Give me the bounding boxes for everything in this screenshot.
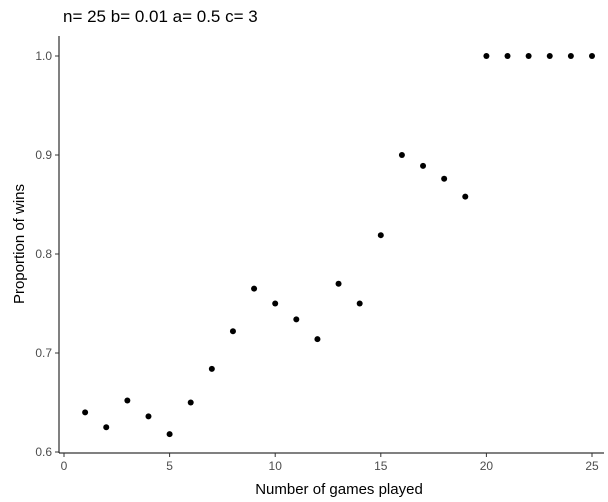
chart-title: n= 25 b= 0.01 a= 0.5 c= 3 [63,7,258,26]
data-point [251,285,258,292]
data-point [272,300,279,307]
data-points [82,53,595,438]
data-point [145,413,152,420]
x-axis-ticks: 0 5 10 15 20 25 [61,453,599,473]
data-point [567,53,574,59]
data-point [504,53,511,59]
y-tick-label: 0.6 [35,445,52,459]
data-point [166,431,173,438]
data-point [483,53,490,59]
y-axis-ticks: 0.6 0.7 0.8 0.9 1.0 [35,49,59,459]
data-point [589,53,595,59]
data-point [208,365,215,372]
data-point [229,328,236,335]
x-tick-label: 25 [585,459,599,473]
data-point [377,232,384,239]
data-point [82,409,89,416]
data-point [187,399,194,406]
y-tick-label: 1.0 [35,49,52,63]
data-point [441,175,448,182]
x-tick-label: 20 [480,459,494,473]
data-point [462,193,469,200]
data-point [525,53,532,59]
x-tick-label: 10 [269,459,283,473]
y-axis-title: Proportion of wins [11,184,28,304]
y-tick-label: 0.7 [35,346,52,360]
y-tick-label: 0.8 [35,247,52,261]
data-point [420,162,427,169]
x-tick-label: 15 [374,459,388,473]
data-point [356,300,363,307]
x-axis-title: Number of games played [255,481,423,498]
data-point [293,316,300,323]
data-point [335,280,342,287]
data-point [314,336,321,343]
data-point [398,152,405,158]
y-tick-label: 0.9 [35,148,52,162]
x-tick-label: 5 [166,459,173,473]
data-point [546,53,553,59]
data-point [103,424,110,431]
x-tick-label: 0 [61,459,68,473]
data-point [124,397,131,404]
